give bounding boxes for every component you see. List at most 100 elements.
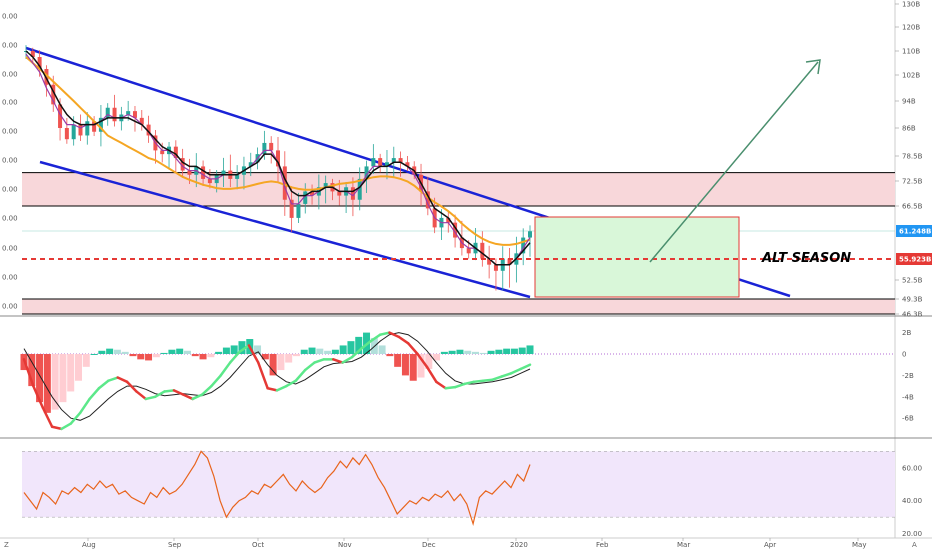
- candle-body: [425, 191, 430, 209]
- candle-body: [248, 162, 253, 167]
- candle-body: [521, 237, 526, 254]
- macd-histogram-bar: [145, 354, 153, 361]
- macd-axis-label: -6B: [902, 415, 914, 423]
- macd-axis-label: -2B: [902, 372, 914, 380]
- main-price-pane[interactable]: ALT SEASON: [22, 45, 895, 315]
- footer-left-icon[interactable]: Z: [4, 541, 9, 549]
- macd-histogram-bar: [331, 349, 339, 354]
- price-axis-label: 66.5B: [902, 203, 923, 211]
- macd-histogram-bar: [36, 354, 44, 403]
- overlay-drawings[interactable]: [22, 59, 895, 298]
- macd-histogram-bar: [518, 347, 526, 354]
- macd-line-segment: [210, 374, 223, 388]
- macd-histogram-bar: [74, 354, 82, 381]
- candle-body: [357, 178, 362, 200]
- macd-histogram-bar: [409, 354, 417, 381]
- macd-histogram-bar: [121, 351, 129, 354]
- candle-body: [269, 142, 274, 151]
- macd-line-segment: [22, 358, 35, 388]
- macd-histogram-bar: [176, 348, 184, 354]
- rsi-line: [23, 450, 531, 527]
- macd-line-segment: [41, 406, 54, 429]
- macd-histogram-bar: [98, 350, 106, 354]
- macd-line-segment: [69, 411, 82, 425]
- macd-histogram-bar: [433, 354, 441, 361]
- candle-body: [51, 84, 56, 105]
- macd-line-segment: [275, 384, 288, 392]
- macd-line-segment: [116, 376, 129, 384]
- macd-histogram-bar: [152, 354, 160, 358]
- price-axis-label: 52.5B: [902, 277, 923, 285]
- macd-histogram-bar: [168, 349, 176, 354]
- macd-histogram-bar: [113, 349, 121, 354]
- candle-body: [126, 111, 131, 115]
- candle-body: [207, 178, 212, 184]
- candle-body: [337, 191, 342, 196]
- footer-right-icon[interactable]: A: [912, 541, 917, 549]
- candle-body: [303, 191, 308, 204]
- macd-histogram-bar: [285, 354, 293, 363]
- macd-line-segment: [144, 395, 157, 401]
- macd-line-segment: [510, 367, 522, 375]
- candle-body: [507, 258, 512, 265]
- macd-line-segment: [416, 352, 429, 369]
- candle-body: [64, 128, 69, 140]
- macd-histogram-bar: [448, 350, 456, 354]
- rsi-pane[interactable]: [22, 450, 895, 527]
- candle-body: [350, 187, 355, 200]
- macd-histogram-bar: [90, 354, 98, 355]
- macd-histogram-bar: [464, 350, 472, 354]
- time-axis[interactable]: Aug Sep Oct Nov Dec 2020 Feb Mar Apr May: [82, 538, 866, 549]
- price-axis-label: 86B: [902, 125, 916, 133]
- macd-histogram-bar: [277, 354, 285, 371]
- macd-line-segment: [481, 378, 494, 382]
- macd-line-segment: [191, 393, 204, 401]
- macd-histogram-bar: [67, 354, 75, 392]
- candle-body: [323, 183, 328, 188]
- macd-axis-label: 2B: [902, 329, 911, 337]
- macd-line-segment: [182, 393, 194, 401]
- right-price-axis[interactable]: 130B 120B 110B 102B 94B 86B 78.5B 72.5B 66.5B 52.…: [895, 1, 932, 539]
- macd-histogram-bar: [316, 348, 324, 354]
- macd-histogram-bar: [106, 348, 114, 354]
- macd-line-segment: [107, 376, 119, 382]
- macd-line-segment: [153, 390, 166, 399]
- price-axis-label: 102B: [902, 72, 920, 80]
- channel-lower-line: [39, 160, 531, 299]
- candle-body: [405, 162, 410, 167]
- macd-line-segment: [388, 331, 401, 339]
- time-axis-label: 2020: [510, 541, 528, 549]
- ma-orange-line: [25, 56, 531, 246]
- alt-season-annotation[interactable]: ALT SEASON: [761, 251, 851, 266]
- macd-line-segment: [406, 342, 419, 356]
- price-tag-label: 61.248B: [899, 228, 931, 236]
- macd-histogram-bar: [487, 350, 495, 354]
- candle-body: [201, 166, 206, 179]
- macd-pane[interactable]: [20, 331, 896, 431]
- macd-line-segment: [88, 386, 101, 401]
- candle-body: [105, 107, 110, 118]
- macd-histogram-bar: [510, 348, 518, 354]
- macd-histogram-bar: [324, 350, 332, 354]
- left-axis-label: 0.00: [2, 13, 18, 21]
- left-axis-label: 0.00: [2, 42, 18, 50]
- left-price-axis[interactable]: 0.00 0.00 0.00 0.00 0.00 0.00 0.00 0.00 0.00 0.00…: [2, 13, 18, 311]
- time-axis-label: Apr: [764, 541, 776, 549]
- candle-body: [160, 150, 165, 155]
- macd-histogram-bar: [526, 345, 534, 354]
- macd-line-segment: [519, 363, 532, 371]
- candle-body: [85, 121, 90, 136]
- macd-line-segment: [97, 379, 110, 390]
- macd-histogram-bar: [292, 354, 300, 357]
- rsi-band: [22, 451, 895, 518]
- price-tag-bg: [896, 253, 932, 265]
- macd-line-segment: [238, 344, 251, 354]
- macd-histogram-bar: [503, 348, 511, 354]
- macd-histogram-bar: [183, 350, 191, 354]
- macd-histogram-bar: [347, 341, 355, 354]
- macd-line-segment: [341, 355, 354, 364]
- macd-histogram-bar: [230, 345, 238, 354]
- macd-line-segment: [397, 335, 410, 345]
- macd-line-segment: [453, 382, 466, 389]
